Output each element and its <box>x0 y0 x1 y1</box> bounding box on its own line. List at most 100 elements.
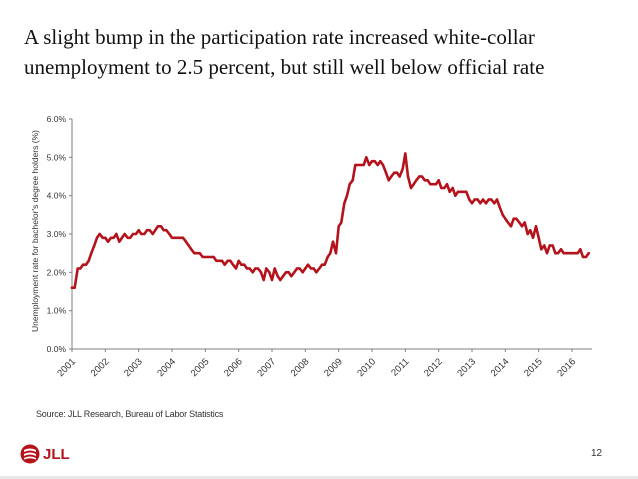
series-point <box>415 179 418 182</box>
series-point <box>562 252 565 255</box>
jll-logo-mark-icon <box>20 444 40 464</box>
series-point <box>487 198 490 201</box>
series-point <box>568 252 571 255</box>
series-point <box>243 263 246 266</box>
series-point <box>323 263 326 266</box>
series-point <box>390 175 393 178</box>
series-point <box>254 267 257 270</box>
series-point <box>565 252 568 255</box>
footer-rule <box>0 476 638 479</box>
series-point <box>518 221 521 224</box>
series-point <box>456 190 460 193</box>
series-point <box>320 263 324 266</box>
series-point <box>359 163 363 167</box>
series-point <box>220 259 224 262</box>
series-point <box>448 190 451 193</box>
x-tick-label: 2015 <box>522 356 545 379</box>
series-point <box>229 259 232 262</box>
series-point <box>587 252 590 255</box>
series-point <box>540 248 543 251</box>
series-point <box>315 271 318 274</box>
series-point <box>337 225 340 228</box>
series-point <box>537 236 540 239</box>
series-points <box>70 152 590 289</box>
series-point <box>98 232 101 236</box>
series-point <box>73 286 76 289</box>
x-tick-label: 2006 <box>222 356 245 379</box>
series-point <box>434 183 438 186</box>
series-point <box>526 232 529 236</box>
series-line-bachelors-unemployment <box>70 152 590 289</box>
series-point <box>454 194 457 197</box>
series-point <box>490 198 493 201</box>
series-point <box>556 252 560 255</box>
x-tick-label: 2013 <box>455 356 478 379</box>
x-tick-label: 2001 <box>55 356 78 379</box>
series-point <box>179 236 182 239</box>
series-point <box>134 232 138 236</box>
series-point <box>106 240 110 243</box>
series-point <box>451 186 454 190</box>
series-point <box>579 248 582 251</box>
series-point <box>159 225 163 228</box>
series-point <box>248 267 251 270</box>
series-point <box>373 160 376 163</box>
series-point <box>190 248 193 251</box>
series-point <box>279 278 282 282</box>
series-point <box>462 190 465 193</box>
series-point <box>401 167 404 170</box>
series-point <box>184 240 188 243</box>
series-point <box>395 171 399 174</box>
series-point <box>298 267 301 270</box>
series-point <box>506 221 510 224</box>
series-point <box>365 156 368 159</box>
series-point <box>318 267 321 270</box>
series-point <box>479 202 482 205</box>
series-point <box>129 236 132 239</box>
series-point <box>295 267 299 270</box>
series-point <box>543 244 546 247</box>
series-point <box>84 263 88 266</box>
series-point <box>215 259 218 262</box>
series-point <box>168 232 171 236</box>
series-point <box>501 213 504 216</box>
series-point <box>429 183 432 186</box>
series-point <box>165 229 168 232</box>
series-point <box>515 217 518 220</box>
series-point <box>70 286 74 289</box>
series-point <box>356 163 360 167</box>
y-tick-label: 3.0% <box>47 229 67 239</box>
series-point <box>256 267 260 270</box>
x-axis-ticks: 2001 2002 2003 2004 2005 2006 2007 2008 2009 2010… <box>55 349 578 379</box>
series-point <box>509 225 513 228</box>
series-point <box>484 202 488 205</box>
series-point <box>362 163 365 167</box>
series-point <box>126 236 129 239</box>
series-point <box>170 236 174 239</box>
y-tick-label: 5.0% <box>47 152 67 162</box>
jll-logo-text: JLL <box>43 445 70 463</box>
series-point <box>259 271 263 274</box>
series-point <box>354 163 357 167</box>
series-point <box>443 186 446 190</box>
x-tick-label: 2003 <box>122 356 145 379</box>
series-point <box>370 160 374 163</box>
series-point <box>276 275 279 278</box>
series-point <box>476 198 479 201</box>
series-point <box>140 232 143 236</box>
series-point <box>498 206 501 209</box>
x-tick-label: 2009 <box>322 356 345 379</box>
series-point <box>554 252 557 255</box>
series-point <box>287 271 290 274</box>
series-point <box>204 255 207 259</box>
series-point <box>468 198 471 201</box>
series-point <box>195 252 199 255</box>
series-point <box>437 179 440 182</box>
series-point <box>265 267 268 270</box>
y-tick-label: 0.0% <box>47 344 67 354</box>
series-point <box>301 271 304 274</box>
series-point <box>270 278 274 282</box>
slide-title: A slight bump in the participation rate … <box>24 25 545 79</box>
x-tick-label: 2008 <box>289 356 312 379</box>
source-note: Source: JLL Research, Bureau of Labor St… <box>36 409 224 419</box>
